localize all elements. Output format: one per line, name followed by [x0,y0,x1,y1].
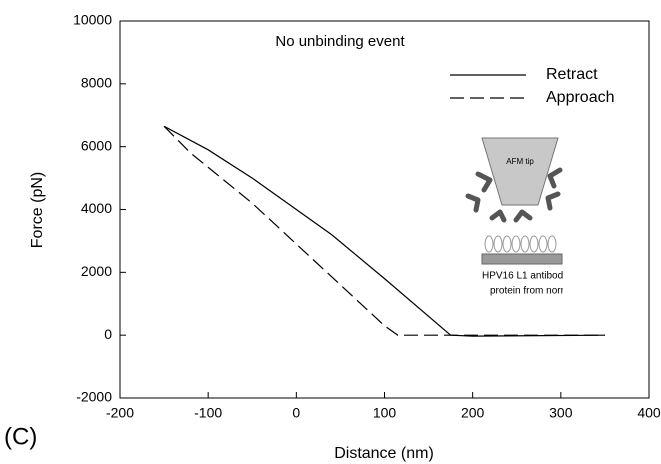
legend-label: Approach [546,89,615,106]
y-axis-title: Force (pN) [29,172,46,248]
afm-tip [481,137,559,206]
y-tick-label: -2000 [76,389,112,405]
panel-label: (C) [4,423,37,450]
x-tick-label: 200 [461,405,485,421]
x-tick-label: 0 [292,405,300,421]
inset-caption: HPV16 L1 antibody [482,271,568,282]
inset-caption: protein from norma [490,286,575,297]
annotation: No unbinding event [275,33,405,50]
y-tick-label: 8000 [81,75,112,91]
x-tick-label: -100 [194,405,222,421]
y-tick-label: 6000 [81,137,112,153]
y-tick-label: 10000 [73,12,112,28]
y-tick-label: 4000 [81,200,112,216]
x-tick-label: -200 [106,405,134,421]
line-series [163,125,605,337]
x-tick-label: 300 [549,405,573,421]
x-tick-label: 400 [637,405,661,421]
line-series [163,125,605,336]
x-axis-title: Distance (nm) [334,445,434,462]
y-tick-label: 0 [104,326,112,342]
inset-tip-label: AFM tip [506,157,534,166]
x-tick-label: 100 [373,405,397,421]
inset-diagram: AFM tip HPV16 L1 antibody protein from n… [465,137,575,297]
legend-label: Retract [546,66,598,83]
y-tick-label: 2000 [81,263,112,279]
